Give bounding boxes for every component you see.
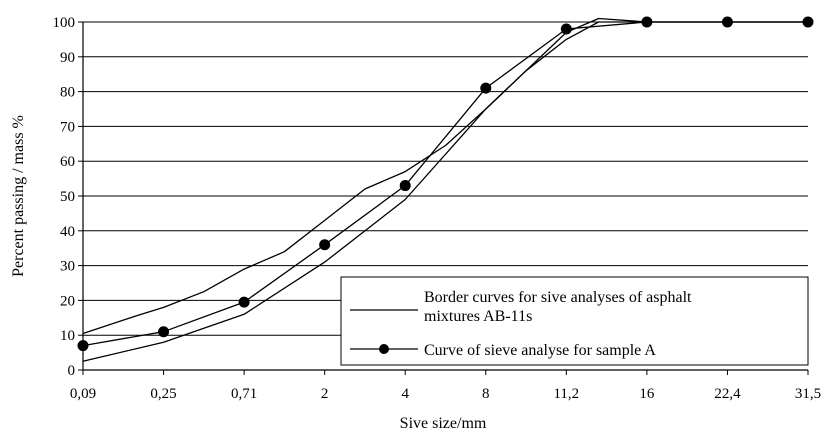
- data-point-sample: [77, 340, 89, 352]
- legend-label-border-line1: Border curves for sive analyses of aspha…: [424, 289, 692, 306]
- y-tick-label: 80: [60, 85, 75, 101]
- x-tick-label: 0,71: [231, 386, 257, 402]
- y-tick-label: 50: [60, 189, 75, 205]
- axes: [78, 21, 809, 375]
- series-lines: [82, 17, 808, 362]
- x-tick-label: 4: [401, 386, 409, 402]
- legend-box: [340, 276, 809, 366]
- legend-swatch-sample-marker: [379, 344, 389, 354]
- y-tick-label: 20: [60, 293, 75, 309]
- data-point-sample: [238, 296, 250, 308]
- x-tick-label: 31,5: [795, 386, 821, 402]
- legend: Border curves for sive analyses of aspha…: [340, 276, 809, 366]
- x-tick-label: 22,4: [714, 386, 741, 402]
- y-axis-title: Percent passing / mass %: [10, 115, 27, 277]
- x-tick-label: 8: [482, 386, 490, 402]
- y-tick-label: 100: [53, 15, 76, 31]
- y-tick-label: 90: [60, 50, 75, 66]
- legend-label-border: Border curves for sive analyses of aspha…: [424, 289, 695, 325]
- y-tick-label: 30: [60, 259, 75, 275]
- y-tick-label: 70: [60, 119, 75, 135]
- x-tick-label: 2: [321, 386, 329, 402]
- data-point-sample: [480, 82, 492, 94]
- x-axis-title: Sive size/mm: [400, 415, 487, 432]
- legend-label-sample: Curve of sieve analyse for sample A: [424, 342, 656, 359]
- y-tick-label: 10: [60, 328, 75, 344]
- data-point-sample: [560, 23, 572, 35]
- data-point-sample: [641, 16, 653, 28]
- y-tick-label: 0: [68, 363, 76, 379]
- series-line-sample: [82, 21, 808, 347]
- legend-label-border-line2: mixtures AB-11s: [424, 308, 532, 325]
- x-tick-labels: 0,09 0,25 0,71 2 4 8 11,2 16 22,4 31,5: [70, 386, 821, 402]
- x-tick-label: 0,09: [70, 386, 96, 402]
- x-tick-label: 11,2: [553, 386, 579, 402]
- data-point-sample: [319, 239, 331, 251]
- data-point-sample: [802, 16, 814, 28]
- x-tick-label: 0,25: [150, 386, 176, 402]
- x-tick-label: 16: [639, 386, 655, 402]
- series-line-upper-border: [82, 21, 808, 335]
- data-point-sample: [399, 180, 411, 192]
- y-tick-label: 60: [60, 154, 75, 170]
- y-tick-labels: 0 10 20 30 40 50 60 70 80 90 100: [53, 15, 76, 379]
- data-point-sample: [721, 16, 733, 28]
- data-point-sample: [158, 326, 170, 338]
- series-markers: [77, 16, 814, 352]
- y-tick-label: 40: [60, 224, 75, 240]
